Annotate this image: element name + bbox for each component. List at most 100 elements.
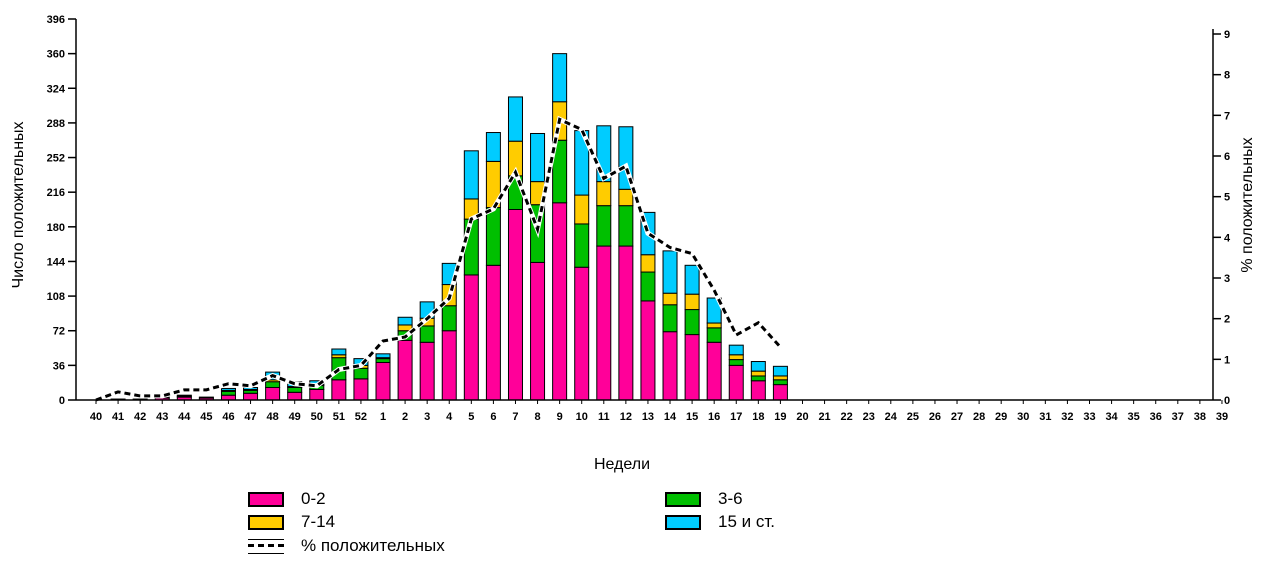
bar-segment — [265, 381, 281, 388]
bar-segment — [243, 392, 259, 401]
x-tick-label: 12 — [620, 411, 632, 423]
x-tick-label: 19 — [774, 411, 786, 423]
x-tick-label: 36 — [1150, 411, 1162, 423]
bar-segment — [375, 361, 391, 401]
bar-segment — [728, 364, 744, 401]
legend-swatch — [665, 491, 701, 507]
y2-tick-label: 5 — [1224, 192, 1230, 204]
x-tick-label: 51 — [333, 411, 345, 423]
legend-item-15-plus: 15 и ст. — [665, 511, 775, 533]
x-tick-label: 2 — [402, 411, 408, 423]
x-tick-label: 35 — [1128, 411, 1140, 423]
bar-segment — [750, 370, 766, 377]
bar-segment — [441, 305, 457, 332]
percent-line-halo — [95, 115, 783, 403]
bar-segment — [485, 264, 501, 401]
x-tick-label: 9 — [557, 411, 563, 423]
y-tick-label: 144 — [47, 256, 66, 268]
legend-item-0-2: 0-2 — [248, 488, 326, 510]
x-tick-label: 38 — [1194, 411, 1206, 423]
x-tick-label: 49 — [289, 411, 301, 423]
bar-segment — [750, 375, 766, 382]
bar-segment — [287, 386, 303, 393]
x-tick-label: 16 — [708, 411, 720, 423]
bar-segment — [706, 327, 722, 343]
x-tick-label: 28 — [973, 411, 985, 423]
x-tick-label: 44 — [178, 411, 191, 423]
legend-swatch — [248, 514, 284, 530]
x-tick-label: 29 — [995, 411, 1007, 423]
legend-label: % положительных — [301, 536, 445, 555]
x-tick-label: 4 — [446, 411, 453, 423]
bar-segment — [684, 264, 700, 295]
bar-segment — [176, 394, 192, 397]
legend-label: 0-2 — [301, 489, 326, 508]
x-tick-label: 32 — [1061, 411, 1073, 423]
bar-segment — [552, 53, 568, 103]
y2-tick-label: 4 — [1224, 232, 1231, 244]
x-tick-label: 39 — [1216, 411, 1228, 423]
bar-segment — [397, 339, 413, 401]
y-tick-label: 0 — [59, 395, 65, 407]
legend-swatch — [665, 514, 701, 530]
bar-segment — [375, 353, 391, 359]
bar-segment — [596, 205, 612, 247]
bar-segment — [618, 245, 634, 401]
y-tick-label: 324 — [47, 83, 66, 95]
y-tick-label: 288 — [47, 118, 65, 130]
bar-segment — [331, 379, 347, 401]
y2-tick-label: 9 — [1224, 29, 1230, 41]
y-tick-label: 72 — [53, 326, 65, 338]
x-tick-label: 33 — [1083, 411, 1095, 423]
bar-segment — [463, 150, 479, 200]
bar-segment — [463, 274, 479, 401]
x-tick-label: 15 — [686, 411, 698, 423]
x-tick-label: 20 — [796, 411, 808, 423]
bar-segment — [750, 380, 766, 401]
x-tick-label: 42 — [134, 411, 146, 423]
x-tick-label: 10 — [576, 411, 588, 423]
bar-segment — [198, 396, 214, 399]
bar-segment — [574, 266, 590, 401]
bar-segment — [530, 132, 546, 183]
bar-segment — [640, 300, 656, 401]
labels-layer: 0367210814418021625228832436039601234567… — [47, 14, 1231, 423]
x-tick-label: 14 — [664, 411, 677, 423]
x-tick-label: 1 — [380, 411, 386, 423]
x-tick-label: 47 — [244, 411, 256, 423]
bar-segment — [265, 386, 281, 401]
bar-segment — [375, 358, 391, 363]
bar-segment — [353, 367, 369, 380]
y2-tick-label: 0 — [1224, 395, 1230, 407]
bar-segment — [706, 297, 722, 324]
x-axis-title: Недели — [594, 456, 650, 473]
x-tick-label: 18 — [752, 411, 764, 423]
bar-segment — [640, 254, 656, 273]
x-tick-label: 30 — [1017, 411, 1029, 423]
bar-segment — [772, 365, 788, 377]
x-tick-label: 8 — [534, 411, 540, 423]
y2-axis-title: % положительных — [1239, 137, 1256, 272]
bar-segment — [662, 331, 678, 401]
bar-segment — [485, 132, 501, 162]
bar-segment — [419, 341, 435, 401]
bar-segment — [618, 205, 634, 247]
x-tick-label: 48 — [266, 411, 278, 423]
bar-segment — [220, 387, 236, 391]
bar-segment — [618, 188, 634, 207]
bar-segment — [728, 359, 744, 366]
bar-segment — [530, 261, 546, 401]
dashed-line-icon — [248, 538, 284, 554]
y2-tick-label: 3 — [1224, 273, 1230, 285]
x-tick-label: 25 — [907, 411, 919, 423]
x-tick-label: 21 — [818, 411, 830, 423]
x-tick-label: 34 — [1105, 411, 1118, 423]
percent-line-layer — [95, 115, 783, 403]
legend-label: 3-6 — [718, 489, 743, 508]
legend-label: 7-14 — [301, 512, 336, 531]
bar-segment — [507, 96, 523, 142]
bar-segment — [419, 325, 435, 343]
x-tick-label: 26 — [929, 411, 941, 423]
y-tick-label: 180 — [47, 222, 65, 234]
y2-tick-label: 8 — [1224, 70, 1230, 82]
